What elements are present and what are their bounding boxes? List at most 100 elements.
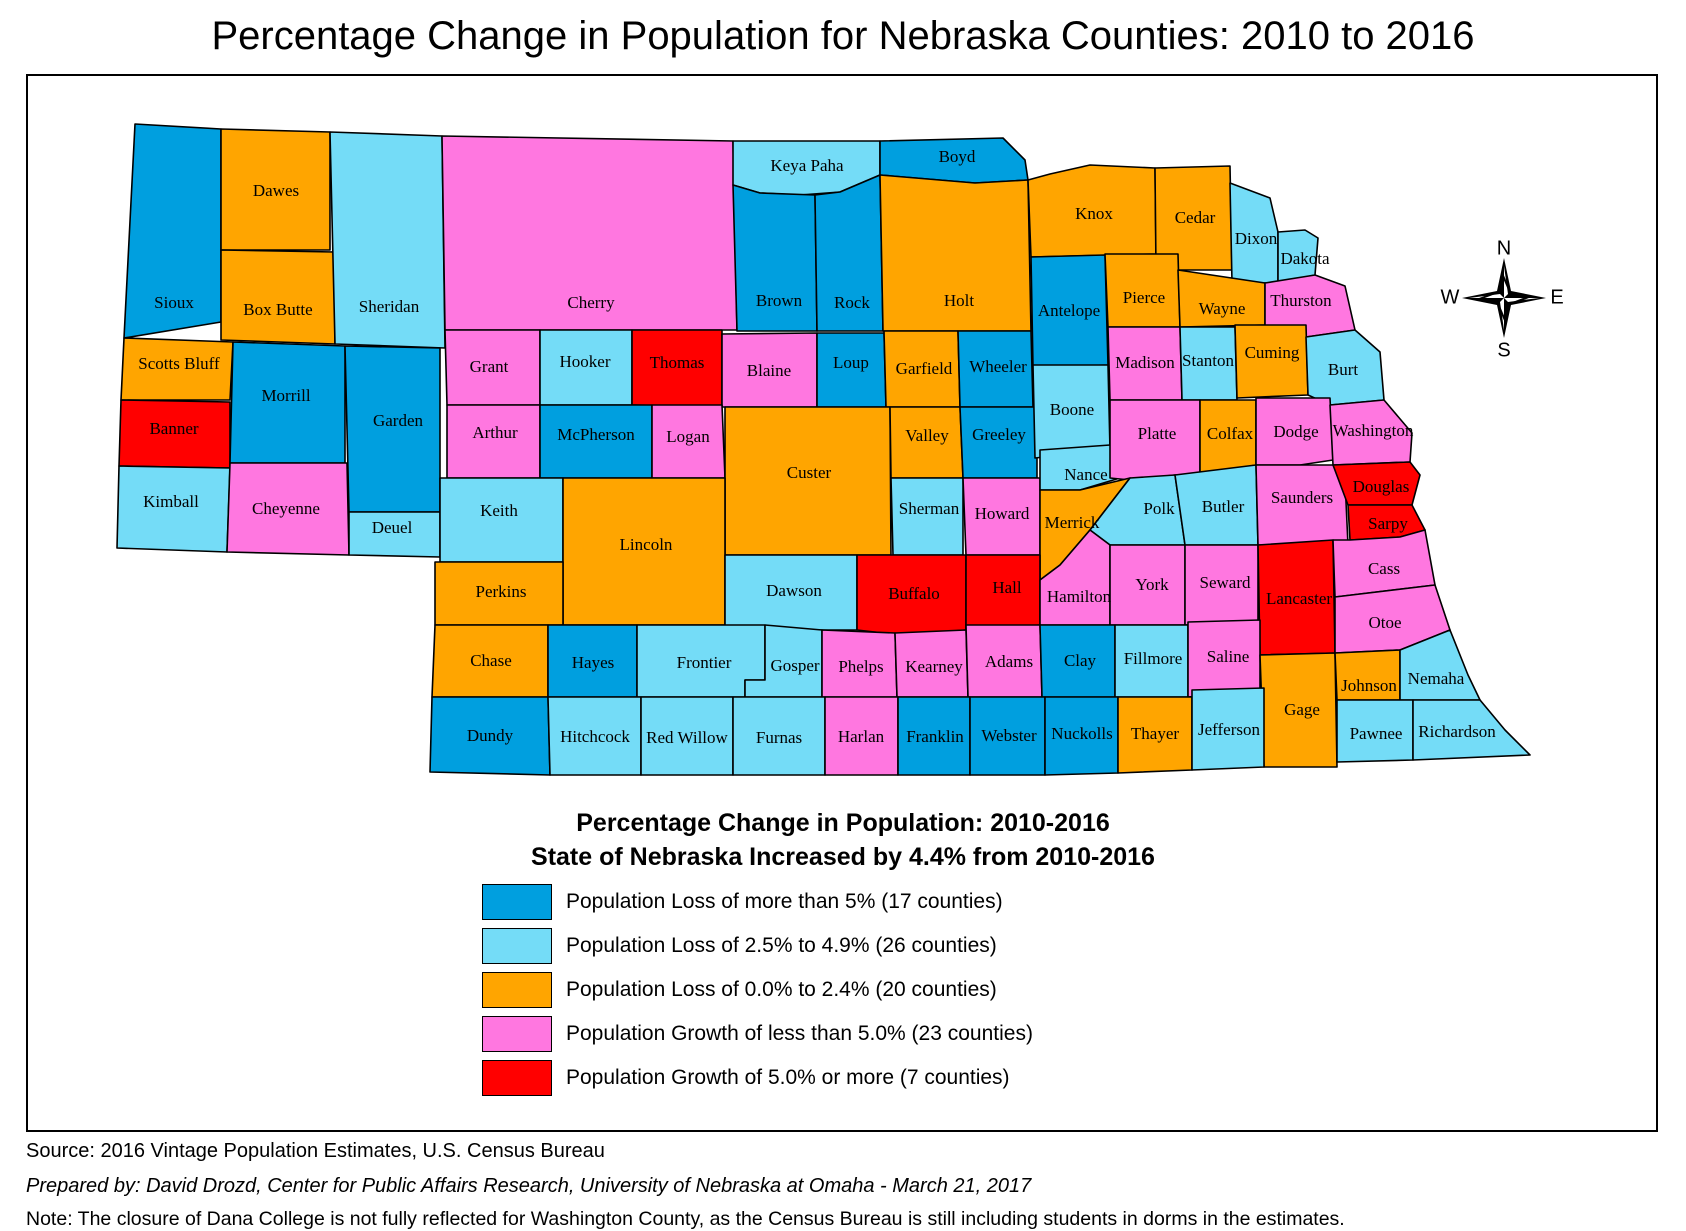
label-brown: Brown — [756, 291, 803, 310]
compass-south-label: S — [1497, 339, 1510, 361]
label-cass: Cass — [1368, 559, 1400, 578]
label-johnson: Johnson — [1341, 676, 1397, 695]
label-hitchcock: Hitchcock — [560, 727, 630, 746]
county-saunders — [1255, 464, 1349, 546]
label-holt: Holt — [944, 291, 975, 310]
label-clay: Clay — [1064, 651, 1097, 670]
label-box-butte: Box Butte — [243, 300, 312, 319]
label-gage: Gage — [1284, 700, 1320, 719]
label-pawnee: Pawnee — [1350, 724, 1403, 743]
label-thomas: Thomas — [650, 353, 705, 372]
label-wayne: Wayne — [1199, 299, 1246, 318]
label-merrick: Merrick — [1045, 513, 1100, 532]
label-sarpy: Sarpy — [1368, 514, 1408, 533]
label-nance: Nance — [1064, 465, 1107, 484]
legend-subtitle: State of Nebraska Increased by 4.4% from… — [531, 843, 1155, 871]
label-blaine: Blaine — [747, 361, 791, 380]
label-hayes: Hayes — [572, 653, 614, 672]
label-harlan: Harlan — [838, 727, 885, 746]
compass-east-label: E — [1550, 286, 1563, 308]
county-nance — [1039, 444, 1131, 491]
label-gosper: Gosper — [770, 656, 819, 675]
label-howard: Howard — [975, 504, 1030, 523]
label-mcpherson: McPherson — [557, 425, 635, 444]
label-arthur: Arthur — [472, 423, 518, 442]
label-banner: Banner — [149, 419, 198, 438]
label-scotts-bluff: Scotts Bluff — [138, 354, 220, 373]
label-otoe: Otoe — [1368, 613, 1401, 632]
label-wheeler: Wheeler — [969, 357, 1027, 376]
label-cedar: Cedar — [1175, 208, 1216, 227]
legend-label: Population Loss of 0.0% to 2.4% (20 coun… — [566, 978, 997, 1001]
label-stanton: Stanton — [1182, 351, 1234, 370]
county-washington — [1329, 399, 1413, 466]
legend-swatch — [482, 884, 552, 920]
county-keith — [439, 477, 564, 563]
prepared-by-note: Prepared by: David Drozd, Center for Pub… — [26, 1175, 1032, 1197]
label-knox: Knox — [1075, 204, 1113, 223]
label-valley: Valley — [905, 426, 949, 445]
label-webster: Webster — [981, 726, 1037, 745]
label-hamilton: Hamilton — [1047, 587, 1112, 606]
label-dawson: Dawson — [766, 581, 822, 600]
county-jefferson — [1191, 687, 1265, 771]
label-lincoln: Lincoln — [620, 535, 673, 554]
label-chase: Chase — [470, 651, 512, 670]
label-sioux: Sioux — [154, 293, 194, 312]
label-madison: Madison — [1115, 353, 1175, 372]
legend-swatch — [482, 928, 552, 964]
legend-label: Population Growth of 5.0% or more (7 cou… — [566, 1066, 1010, 1089]
label-custer: Custer — [787, 463, 832, 482]
label-loup: Loup — [833, 353, 869, 372]
county-dawes — [220, 128, 331, 251]
label-keya-paha: Keya Paha — [770, 156, 844, 175]
label-saline: Saline — [1207, 647, 1250, 666]
label-dawes: Dawes — [253, 181, 299, 200]
label-grant: Grant — [470, 357, 509, 376]
label-boone: Boone — [1050, 400, 1094, 419]
label-red-willow: Red Willow — [646, 728, 728, 747]
label-douglas: Douglas — [1353, 477, 1410, 496]
county-dodge — [1255, 397, 1334, 466]
label-lancaster: Lancaster — [1266, 589, 1332, 608]
county-dakota — [1277, 229, 1319, 284]
label-nuckolls: Nuckolls — [1051, 724, 1112, 743]
label-richardson: Richardson — [1418, 722, 1496, 741]
label-burt: Burt — [1328, 360, 1359, 379]
label-cherry: Cherry — [567, 293, 615, 312]
source-note: Source: 2016 Vintage Population Estimate… — [26, 1140, 605, 1162]
label-buffalo: Buffalo — [888, 584, 940, 603]
label-colfax: Colfax — [1207, 424, 1254, 443]
label-polk: Polk — [1143, 499, 1175, 518]
label-garfield: Garfield — [896, 359, 953, 378]
label-deuel: Deuel — [372, 518, 413, 537]
label-dakota: Dakota — [1280, 249, 1330, 268]
label-rock: Rock — [834, 293, 870, 312]
label-saunders: Saunders — [1271, 488, 1333, 507]
map-frame — [26, 74, 1658, 1132]
compass-west-label: W — [1441, 286, 1460, 308]
label-garden: Garden — [373, 411, 424, 430]
label-york: York — [1135, 575, 1169, 594]
legend-label: Population Loss of more than 5% (17 coun… — [566, 890, 1003, 913]
label-kearney: Kearney — [905, 657, 963, 676]
label-phelps: Phelps — [838, 657, 883, 676]
label-perkins: Perkins — [476, 582, 527, 601]
county-nemaha — [1399, 629, 1481, 701]
compass-north-label: N — [1497, 237, 1511, 259]
dana-college-note: Note: The closure of Dana College is not… — [26, 1208, 1345, 1230]
label-fillmore: Fillmore — [1124, 649, 1183, 668]
label-washington: Washington — [1333, 421, 1414, 440]
label-seward: Seward — [1200, 573, 1251, 592]
county-holt — [879, 174, 1032, 332]
label-thayer: Thayer — [1131, 724, 1179, 743]
label-pierce: Pierce — [1123, 288, 1165, 307]
county-scotts-bluff — [120, 337, 234, 401]
label-cuming: Cuming — [1245, 343, 1300, 362]
label-sheridan: Sheridan — [359, 297, 420, 316]
label-keith: Keith — [480, 501, 518, 520]
label-butler: Butler — [1202, 497, 1245, 516]
legend-swatch — [482, 1016, 552, 1052]
label-boyd: Boyd — [939, 147, 976, 166]
